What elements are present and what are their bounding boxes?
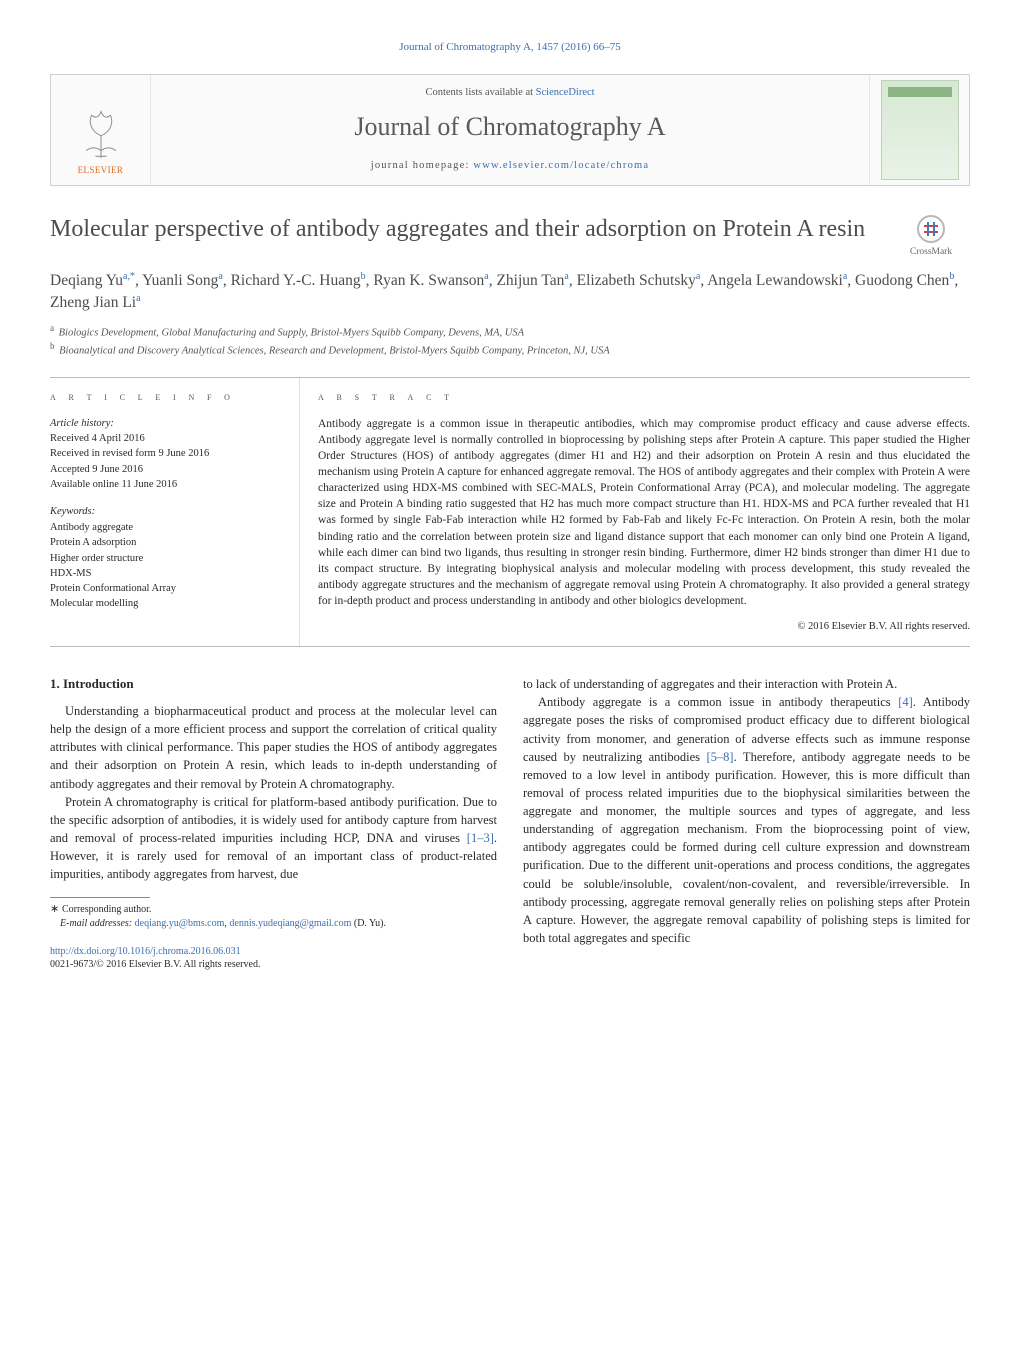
body-text: . Therefore, antibody aggregate needs to…	[523, 750, 970, 945]
journal-homepage-link[interactable]: www.elsevier.com/locate/chroma	[473, 160, 649, 171]
journal-cover-block	[869, 75, 969, 185]
keywords-label: Keywords:	[50, 504, 283, 519]
author-email-link[interactable]: deqiang.yu@bms.com	[135, 918, 225, 929]
article-title: Molecular perspective of antibody aggreg…	[50, 214, 892, 244]
homepage-prefix: journal homepage:	[371, 160, 474, 171]
corresponding-author-label: Corresponding author.	[62, 904, 151, 915]
journal-homepage-line: journal homepage: www.elsevier.com/locat…	[159, 158, 861, 173]
abstract-text: Antibody aggregate is a common issue in …	[318, 416, 970, 609]
article-info-heading: a r t i c l e i n f o	[50, 390, 283, 406]
email-label: E-mail addresses:	[60, 918, 132, 929]
contents-prefix: Contents lists available at	[425, 87, 535, 98]
body-columns: 1. Introduction Understanding a biopharm…	[50, 675, 970, 971]
crossmark-icon	[916, 214, 946, 244]
author-email-link[interactable]: dennis.yudeqiang@gmail.com	[229, 918, 351, 929]
citation-link[interactable]: [1–3]	[467, 831, 494, 845]
journal-cover-thumb	[881, 80, 959, 180]
citation-link[interactable]: [4]	[898, 695, 913, 709]
sciencedirect-link[interactable]: ScienceDirect	[536, 87, 595, 98]
body-paragraph: to lack of understanding of aggregates a…	[523, 675, 970, 693]
running-head: Journal of Chromatography A, 1457 (2016)…	[50, 40, 970, 56]
body-text: Antibody aggregate is a common issue in …	[538, 695, 898, 709]
history-label: Article history:	[50, 416, 283, 431]
publisher-block: ELSEVIER	[51, 75, 151, 185]
publisher-label: ELSEVIER	[78, 164, 124, 177]
email-author-suffix: (D. Yu).	[354, 918, 386, 929]
crossmark-badge[interactable]: CrossMark	[892, 214, 970, 260]
masthead: ELSEVIER Contents lists available at Sci…	[50, 74, 970, 186]
doi-link[interactable]: http://dx.doi.org/10.1016/j.chroma.2016.…	[50, 946, 241, 957]
footnote-rule	[50, 897, 150, 898]
footnotes: ∗ Corresponding author. E-mail addresses…	[50, 902, 497, 930]
article-info-column: a r t i c l e i n f o Article history: R…	[50, 378, 300, 646]
affiliations: a Biologics Development, Global Manufact…	[50, 322, 970, 359]
issn-copyright: 0021-9673/© 2016 Elsevier B.V. All right…	[50, 959, 260, 970]
journal-title: Journal of Chromatography A	[159, 108, 861, 146]
footer-doi-block: http://dx.doi.org/10.1016/j.chroma.2016.…	[50, 945, 497, 972]
body-paragraph: Antibody aggregate is a common issue in …	[523, 693, 970, 947]
body-text: Protein A chromatography is critical for…	[50, 795, 497, 845]
elsevier-tree-icon	[73, 104, 129, 160]
crossmark-label: CrossMark	[910, 247, 952, 257]
abstract-heading: a b s t r a c t	[318, 390, 970, 406]
body-paragraph: Understanding a biopharmaceutical produc…	[50, 702, 497, 793]
abstract-column: a b s t r a c t Antibody aggregate is a …	[300, 378, 970, 646]
citation-link[interactable]: [5–8]	[706, 750, 733, 764]
body-paragraph: Protein A chromatography is critical for…	[50, 793, 497, 884]
author-list: Deqiang Yua,*, Yuanli Songa, Richard Y.-…	[50, 270, 970, 314]
history-lines: Received 4 April 2016Received in revised…	[50, 431, 283, 492]
contents-line: Contents lists available at ScienceDirec…	[159, 85, 861, 100]
section-heading: 1. Introduction	[50, 675, 497, 694]
keywords-list: Antibody aggregateProtein A adsorptionHi…	[50, 520, 283, 611]
abstract-copyright: © 2016 Elsevier B.V. All rights reserved…	[318, 619, 970, 634]
